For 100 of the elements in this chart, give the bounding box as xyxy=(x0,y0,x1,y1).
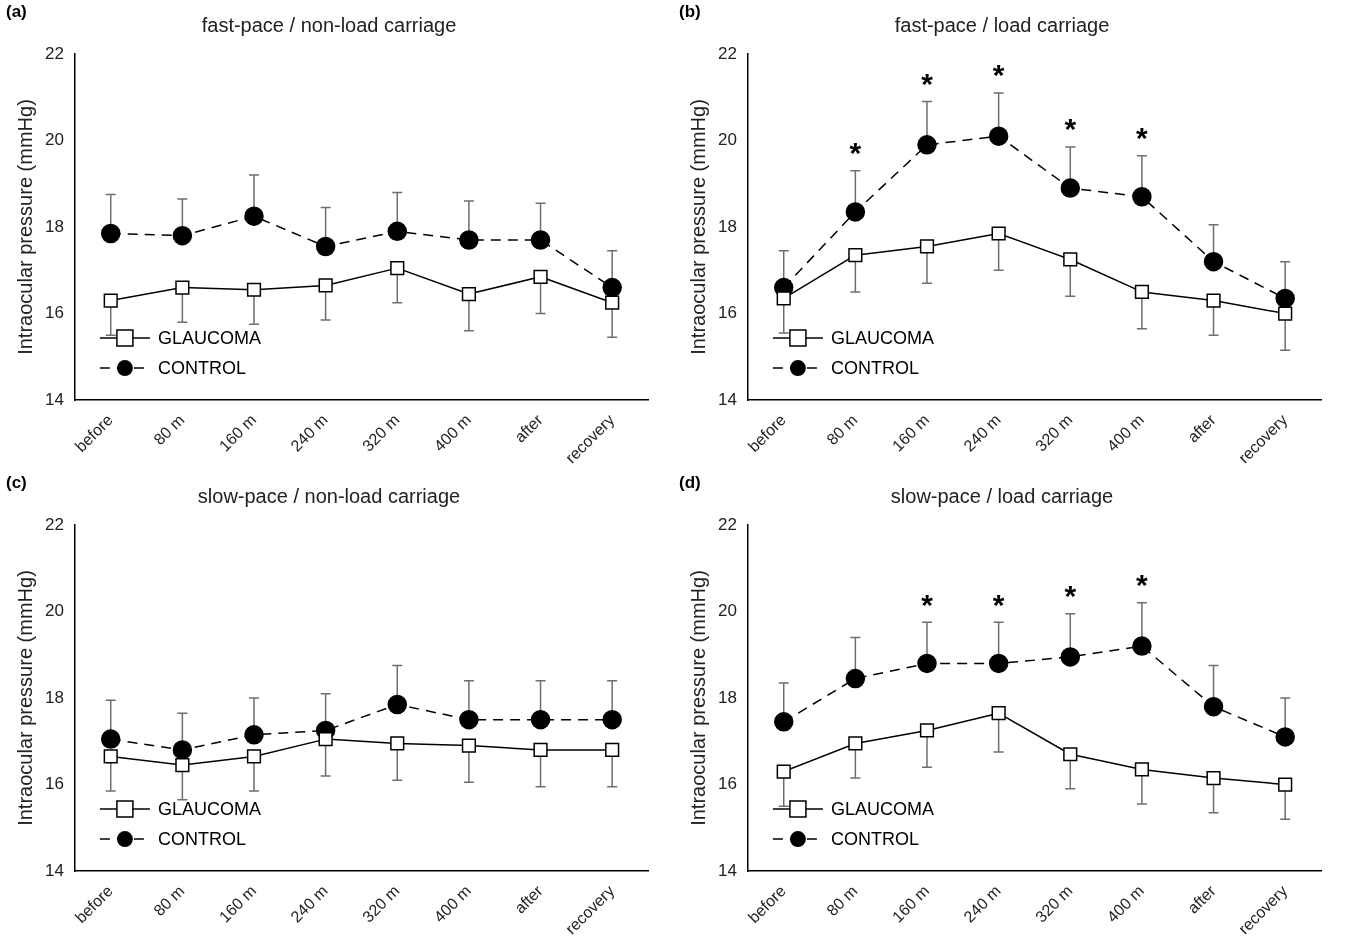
point xyxy=(1275,727,1295,747)
point xyxy=(1063,252,1078,267)
annotation: * xyxy=(1136,120,1149,154)
annotation: * xyxy=(1064,578,1077,612)
point xyxy=(459,709,479,730)
x-tick-label: 320 m xyxy=(359,411,403,455)
point xyxy=(1134,284,1150,300)
y-tick-label: 14 xyxy=(717,389,737,409)
text: (d) xyxy=(679,473,701,493)
y-tick-label: 16 xyxy=(717,774,737,794)
point xyxy=(1134,762,1150,777)
point xyxy=(530,230,551,250)
y-tick-label: 20 xyxy=(717,601,737,621)
point xyxy=(605,295,620,310)
point xyxy=(246,749,262,764)
point xyxy=(917,653,937,674)
x-tick-label: 240 m xyxy=(287,882,331,926)
point xyxy=(315,236,336,257)
y-tick-label: 22 xyxy=(44,514,64,534)
point xyxy=(602,277,622,298)
x-tick-label: 240 m xyxy=(960,882,1004,926)
point xyxy=(172,225,193,246)
point xyxy=(1203,251,1224,272)
y-tick-label: 14 xyxy=(44,860,64,880)
point xyxy=(919,723,935,738)
point xyxy=(991,226,1006,241)
y-tick-label: 16 xyxy=(717,303,737,323)
text: (a) xyxy=(6,2,27,22)
point xyxy=(175,757,190,773)
y-tick-label: 18 xyxy=(717,216,737,236)
legend-label: GLAUCOMA xyxy=(157,799,261,820)
x-tick-label: 240 m xyxy=(287,411,331,455)
legend-label: CONTROL xyxy=(830,829,919,850)
point xyxy=(387,694,408,715)
x-tick-label: 160 m xyxy=(215,882,260,926)
x-tick-label: 320 m xyxy=(1032,411,1076,455)
y-tick-label: 18 xyxy=(44,687,64,707)
point xyxy=(387,221,408,242)
point xyxy=(988,126,1009,146)
point xyxy=(1060,178,1081,198)
point xyxy=(246,282,262,297)
point xyxy=(845,202,866,222)
point xyxy=(103,293,118,308)
point xyxy=(172,740,193,760)
y-axis-title: Intraocular pressure (mmHg) xyxy=(686,570,709,826)
point xyxy=(461,286,477,302)
x-tick-label: 320 m xyxy=(1032,882,1076,926)
point xyxy=(1203,696,1224,717)
x-tick-label: 80 m xyxy=(823,411,861,449)
x-tick-label: 160 m xyxy=(888,882,933,926)
chart-title: fast-pace / non-load carriage xyxy=(201,13,457,36)
y-tick-label: 16 xyxy=(44,774,64,794)
annotation: * xyxy=(992,587,1005,621)
x-tick-label: 400 m xyxy=(430,411,475,455)
x-tick-label: 400 m xyxy=(1103,411,1148,455)
point xyxy=(461,738,477,753)
annotation: * xyxy=(992,58,1005,92)
text: (b) xyxy=(679,2,701,22)
legend-label: CONTROL xyxy=(157,829,246,850)
point xyxy=(244,206,264,226)
annotation: * xyxy=(921,587,934,621)
point xyxy=(100,223,121,244)
point xyxy=(1275,288,1295,309)
x-tick-label: 160 m xyxy=(888,411,933,455)
point xyxy=(1132,186,1152,207)
annotation: * xyxy=(921,66,934,100)
point xyxy=(991,706,1006,721)
chart-title: slow-pace / load carriage xyxy=(890,484,1114,507)
point xyxy=(1132,636,1152,656)
chart-title: fast-pace / load carriage xyxy=(894,13,1110,36)
legend-label: GLAUCOMA xyxy=(830,799,934,820)
x-tick-label: 80 m xyxy=(823,882,861,920)
y-axis-title: Intraocular pressure (mmHg) xyxy=(686,99,709,355)
point xyxy=(1060,647,1081,667)
point xyxy=(1063,747,1078,762)
point xyxy=(776,764,791,779)
point xyxy=(917,135,937,155)
point xyxy=(459,230,479,250)
x-tick-label: 400 m xyxy=(430,882,475,926)
point xyxy=(602,709,622,730)
x-tick-label: 240 m xyxy=(960,411,1004,455)
point xyxy=(533,742,548,758)
point xyxy=(848,736,863,751)
y-tick-label: 16 xyxy=(44,303,64,323)
y-axis-title: Intraocular pressure (mmHg) xyxy=(13,570,36,826)
point xyxy=(533,269,548,284)
y-tick-label: 14 xyxy=(717,860,737,880)
y-tick-label: 22 xyxy=(717,514,737,534)
point xyxy=(1278,306,1293,321)
point xyxy=(175,280,190,295)
point xyxy=(318,732,333,747)
point xyxy=(1206,770,1221,786)
y-tick-label: 14 xyxy=(44,389,64,409)
x-tick-label: 160 m xyxy=(215,411,260,455)
point xyxy=(605,742,620,758)
legend-label: CONTROL xyxy=(157,358,246,379)
point xyxy=(1278,777,1293,792)
annotation: * xyxy=(849,136,862,170)
legend-label: GLAUCOMA xyxy=(157,328,261,349)
chart-title: slow-pace / non-load carriage xyxy=(197,484,461,507)
